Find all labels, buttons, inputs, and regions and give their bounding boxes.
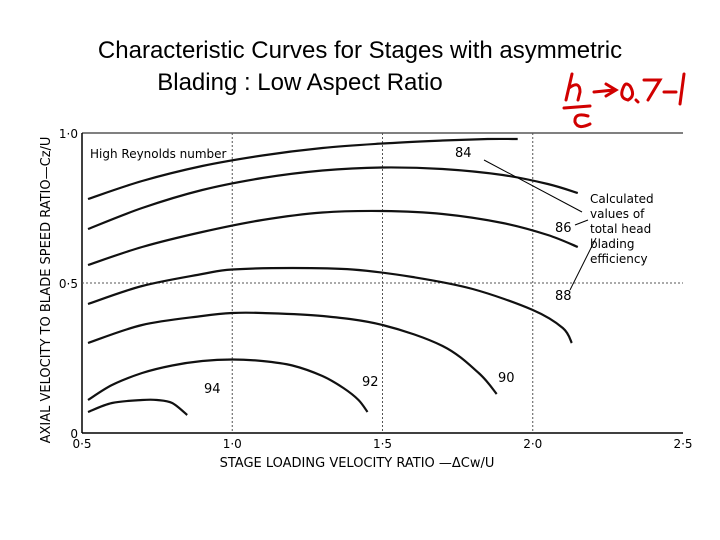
y-axis-label: AXIAL VELOCITY TO BLADE SPEED RATIO—Cz/U (39, 137, 54, 444)
efficiency-curve-86 (87, 166, 579, 231)
curve-label: 88 (555, 289, 572, 304)
curve-label: 92 (362, 375, 379, 390)
x-axis-label: STAGE LOADING VELOCITY RATIO —ΔCw/U (220, 456, 495, 471)
slide-title-line2: Blading : Low Aspect Ratio (157, 69, 443, 96)
x-tick-labels: 0·5 1·0 1·5 2·0 2·5 (72, 437, 692, 451)
x-tick-label: 1·5 (373, 437, 392, 451)
curve-labels: 84 86 88 90 92 94 (204, 146, 572, 397)
efficiency-curve-88 (87, 266, 573, 344)
efficiency-curve-92 (87, 358, 369, 413)
efficiency-note-line: efficiency (590, 252, 648, 266)
reynolds-annotation: High Reynolds number (90, 147, 227, 161)
efficiency-curve-88 (87, 209, 579, 267)
efficiency-note-line: values of (590, 207, 645, 221)
x-tick-label: 1·0 (223, 437, 242, 451)
efficiency-note-line: blading (590, 237, 634, 251)
x-tick-label: 0·5 (72, 437, 91, 451)
y-tick-label: 0 (70, 427, 78, 441)
efficiency-curve-90 (87, 311, 498, 395)
y-tick-labels: 0 0·5 1·0 (59, 127, 78, 441)
curves (87, 137, 579, 416)
efficiency-note: Calculated values of total head blading … (590, 192, 654, 266)
x-tick-label: 2·0 (523, 437, 542, 451)
leader-lines (483, 159, 597, 291)
slide-title-line1: Characteristic Curves for Stages with as… (97, 37, 623, 64)
curve-label: 94 (204, 382, 221, 397)
curve-label: 86 (555, 221, 572, 236)
curve-label: 90 (498, 371, 515, 386)
y-tick-label: 0·5 (59, 277, 78, 291)
curve-label: 84 (455, 146, 472, 161)
efficiency-note-line: Calculated (590, 192, 654, 206)
handwritten-note (562, 72, 686, 129)
grid (82, 133, 683, 433)
y-tick-label: 1·0 (59, 127, 78, 141)
x-tick-label: 2·5 (673, 437, 692, 451)
efficiency-note-line: total head (590, 222, 651, 236)
efficiency-curve-84 (87, 137, 518, 201)
efficiency-curve-94 (87, 398, 188, 416)
